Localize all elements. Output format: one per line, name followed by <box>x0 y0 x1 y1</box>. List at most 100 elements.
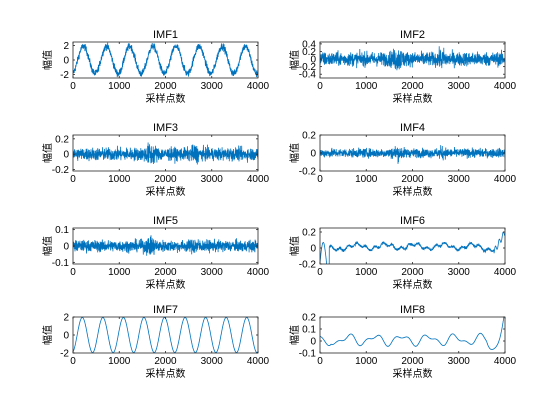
x-tick-label: 3000 <box>448 356 471 367</box>
x-tick-label: 2000 <box>154 356 177 367</box>
x-axis-label: 采样点数 <box>146 367 186 380</box>
x-tick-label: 4000 <box>494 81 517 92</box>
series-line <box>320 317 505 350</box>
y-axis-label: 幅值 <box>288 325 301 345</box>
x-tick-label: 2000 <box>154 174 177 185</box>
y-tick-label: 0.2 <box>302 131 316 142</box>
y-tick-label: 0 <box>310 149 316 160</box>
x-tick-label: 3000 <box>201 81 224 92</box>
x-axis-label: 采样点数 <box>146 278 186 291</box>
y-tick-label: -0.2 <box>299 167 317 178</box>
series-line <box>320 231 505 264</box>
series-line <box>320 46 505 71</box>
x-tick-label: 4000 <box>247 267 270 278</box>
y-tick-label: -0.2 <box>52 165 70 176</box>
x-axis-label: 采样点数 <box>146 185 186 198</box>
y-tick-label: -0.2 <box>299 62 317 73</box>
x-axis-label: 采样点数 <box>146 92 186 105</box>
subplot-title: IMF5 <box>153 215 178 227</box>
x-tick-label: 3000 <box>201 356 224 367</box>
y-tick-label: 0.2 <box>302 47 316 58</box>
x-tick-label: 4000 <box>494 267 517 278</box>
x-tick-label: 0 <box>70 81 76 92</box>
subplot-title: IMF6 <box>400 215 425 227</box>
series-line <box>73 235 258 256</box>
x-tick-label: 1000 <box>355 267 378 278</box>
x-tick-label: 4000 <box>494 356 517 367</box>
x-tick-label: 0 <box>317 356 323 367</box>
x-tick-label: 3000 <box>201 267 224 278</box>
series-line <box>73 317 258 353</box>
y-tick-label: 0 <box>310 337 316 348</box>
y-tick-label: 0.1 <box>55 225 69 236</box>
y-tick-label: 0 <box>63 56 69 67</box>
x-tick-label: 1000 <box>108 267 131 278</box>
x-axis-label: 采样点数 <box>393 367 433 380</box>
subplot-imf2: 0 1000 2000 3000 4000-0.4-0.200.20.4IMF2采样点数… <box>288 29 517 105</box>
y-tick-label: 0 <box>310 244 316 255</box>
y-tick-label: 2 <box>63 41 69 52</box>
x-tick-label: 2000 <box>401 356 424 367</box>
subplot-title: IMF8 <box>400 304 425 316</box>
x-tick-label: 1000 <box>108 356 131 367</box>
x-tick-label: 2000 <box>401 81 424 92</box>
subplot-title: IMF4 <box>400 122 425 134</box>
x-axis-label: 采样点数 <box>393 185 433 198</box>
series-line <box>320 145 505 164</box>
y-axis-label: 幅值 <box>288 236 301 256</box>
x-tick-label: 0 <box>317 174 323 185</box>
x-tick-label: 1000 <box>108 81 131 92</box>
x-tick-label: 2000 <box>401 174 424 185</box>
subplot-title: IMF7 <box>153 304 178 316</box>
x-tick-label: 4000 <box>247 174 270 185</box>
y-axis-label: 幅值 <box>288 50 301 70</box>
y-tick-label: -0.1 <box>299 349 317 360</box>
x-tick-label: 3000 <box>448 174 471 185</box>
y-tick-label: -0.2 <box>299 260 317 271</box>
y-tick-label: 0 <box>63 150 69 161</box>
y-tick-label: -2 <box>60 70 69 81</box>
x-tick-label: 1000 <box>355 174 378 185</box>
y-tick-label: 0.2 <box>55 134 69 145</box>
subplot-title: IMF1 <box>153 29 178 41</box>
y-tick-label: 0.4 <box>302 39 316 50</box>
x-tick-label: 0 <box>70 356 76 367</box>
x-axis-label: 采样点数 <box>393 278 433 291</box>
series-line <box>73 42 258 78</box>
y-tick-label: -2 <box>60 349 69 360</box>
y-tick-label: 0 <box>63 331 69 342</box>
x-tick-label: 1000 <box>108 174 131 185</box>
x-tick-label: 3000 <box>448 267 471 278</box>
x-tick-label: 3000 <box>448 81 471 92</box>
y-tick-label: 0 <box>310 55 316 66</box>
x-tick-label: 0 <box>317 81 323 92</box>
x-tick-label: 4000 <box>494 174 517 185</box>
x-axis-label: 采样点数 <box>393 92 433 105</box>
y-tick-label: -0.4 <box>299 70 317 81</box>
y-axis-label: 幅值 <box>288 143 301 163</box>
y-axis-label: 幅值 <box>41 325 54 345</box>
x-tick-label: 2000 <box>154 81 177 92</box>
x-tick-label: 4000 <box>247 356 270 367</box>
y-tick-label: -0.1 <box>52 258 70 269</box>
x-tick-label: 0 <box>70 174 76 185</box>
x-tick-label: 1000 <box>355 356 378 367</box>
subplot-title: IMF2 <box>400 29 425 41</box>
x-tick-label: 4000 <box>247 81 270 92</box>
x-tick-label: 1000 <box>355 81 378 92</box>
axes-box <box>319 316 506 354</box>
y-axis-label: 幅值 <box>41 50 54 70</box>
y-tick-label: 0 <box>63 242 69 253</box>
y-axis-label: 幅值 <box>41 143 54 163</box>
x-tick-label: 2000 <box>401 267 424 278</box>
x-tick-label: 3000 <box>201 174 224 185</box>
y-axis-label: 幅值 <box>41 236 54 256</box>
